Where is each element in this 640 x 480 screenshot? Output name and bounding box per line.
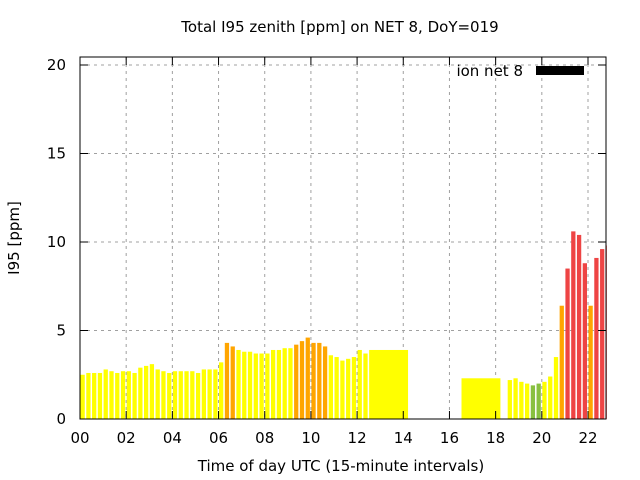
bar [172,371,178,419]
x-axis-label: Time of day UTC (15-minute intervals) [197,457,484,475]
bar [224,342,230,419]
bar [155,369,160,419]
bar [334,357,339,419]
y-tick-label: 15 [47,145,66,163]
legend: ion net 8 [456,62,584,80]
plot-frame [79,56,607,420]
bar [103,369,108,419]
bar [219,362,224,419]
bar [190,371,195,419]
bar [322,346,328,419]
bar [86,372,91,419]
bar [594,257,599,419]
bar [149,364,155,419]
bar [565,268,570,419]
y-tick-label: 10 [47,233,66,251]
bar [346,358,351,419]
x-tick-label: 00 [70,429,89,447]
bar [195,372,201,419]
bar [126,371,131,419]
bar [299,341,305,419]
bar [536,383,541,419]
x-tick-label: 20 [532,429,551,447]
bar [530,385,536,419]
bar [230,346,235,419]
bar [97,372,103,419]
x-tick-label: 02 [117,429,136,447]
bar [553,357,559,419]
bar [207,369,212,419]
y-tick-label: 20 [47,56,66,74]
bar [276,349,282,419]
bar [328,355,333,419]
bar [357,349,362,419]
bar [294,344,299,419]
x-tick-label: 12 [348,429,367,447]
bar [363,353,368,419]
y-axis-label: I95 [ppm] [5,201,23,275]
bar [507,380,512,419]
bar [542,381,547,419]
bar [213,369,218,419]
bar [271,349,276,419]
bar [161,371,166,419]
bar [582,263,587,419]
bar [311,342,316,419]
y-tick-label: 0 [56,410,66,428]
bar [259,353,264,419]
bar [138,367,143,419]
bar [369,349,409,419]
bar [351,357,357,419]
bar [559,305,564,419]
bar [80,374,85,419]
axis-ticks: 0 5 10 15 20 00 02 04 06 08 10 12 14 16 18 20 22 [47,56,606,447]
bar [242,351,247,419]
x-tick-label: 14 [394,429,413,447]
bar [236,349,241,419]
bar [120,371,126,419]
bar [519,381,524,419]
bar [461,378,501,419]
bar [525,383,530,419]
bar [600,249,605,419]
bar [548,376,553,419]
bar [184,371,189,419]
x-tick-label: 18 [486,429,505,447]
bar [253,353,258,419]
bar [340,360,345,419]
bars [80,231,607,419]
x-tick-label: 08 [255,429,274,447]
x-tick-label: 22 [578,429,597,447]
bar [109,371,114,419]
y-tick-label: 5 [56,322,66,340]
bar [144,365,149,419]
bar [92,372,97,419]
legend-swatch [536,66,584,75]
bar [282,348,287,419]
bar [178,371,183,419]
x-tick-label: 10 [301,429,320,447]
bar [288,348,293,419]
bar [317,342,322,419]
bar [247,351,253,419]
bar [305,337,310,419]
bar [265,353,270,419]
chart-title: Total I95 zenith [ppm] on NET 8, DoY=019 [180,18,498,36]
legend-label: ion net 8 [456,62,523,80]
x-tick-label: 16 [440,429,459,447]
bar [167,372,172,419]
bar [588,305,593,419]
bar [571,231,576,419]
bar [201,369,206,419]
bar [115,372,120,419]
bar [132,372,137,419]
x-tick-label: 06 [209,429,228,447]
bar [576,234,582,419]
bar [513,378,518,419]
x-tick-label: 04 [163,429,182,447]
